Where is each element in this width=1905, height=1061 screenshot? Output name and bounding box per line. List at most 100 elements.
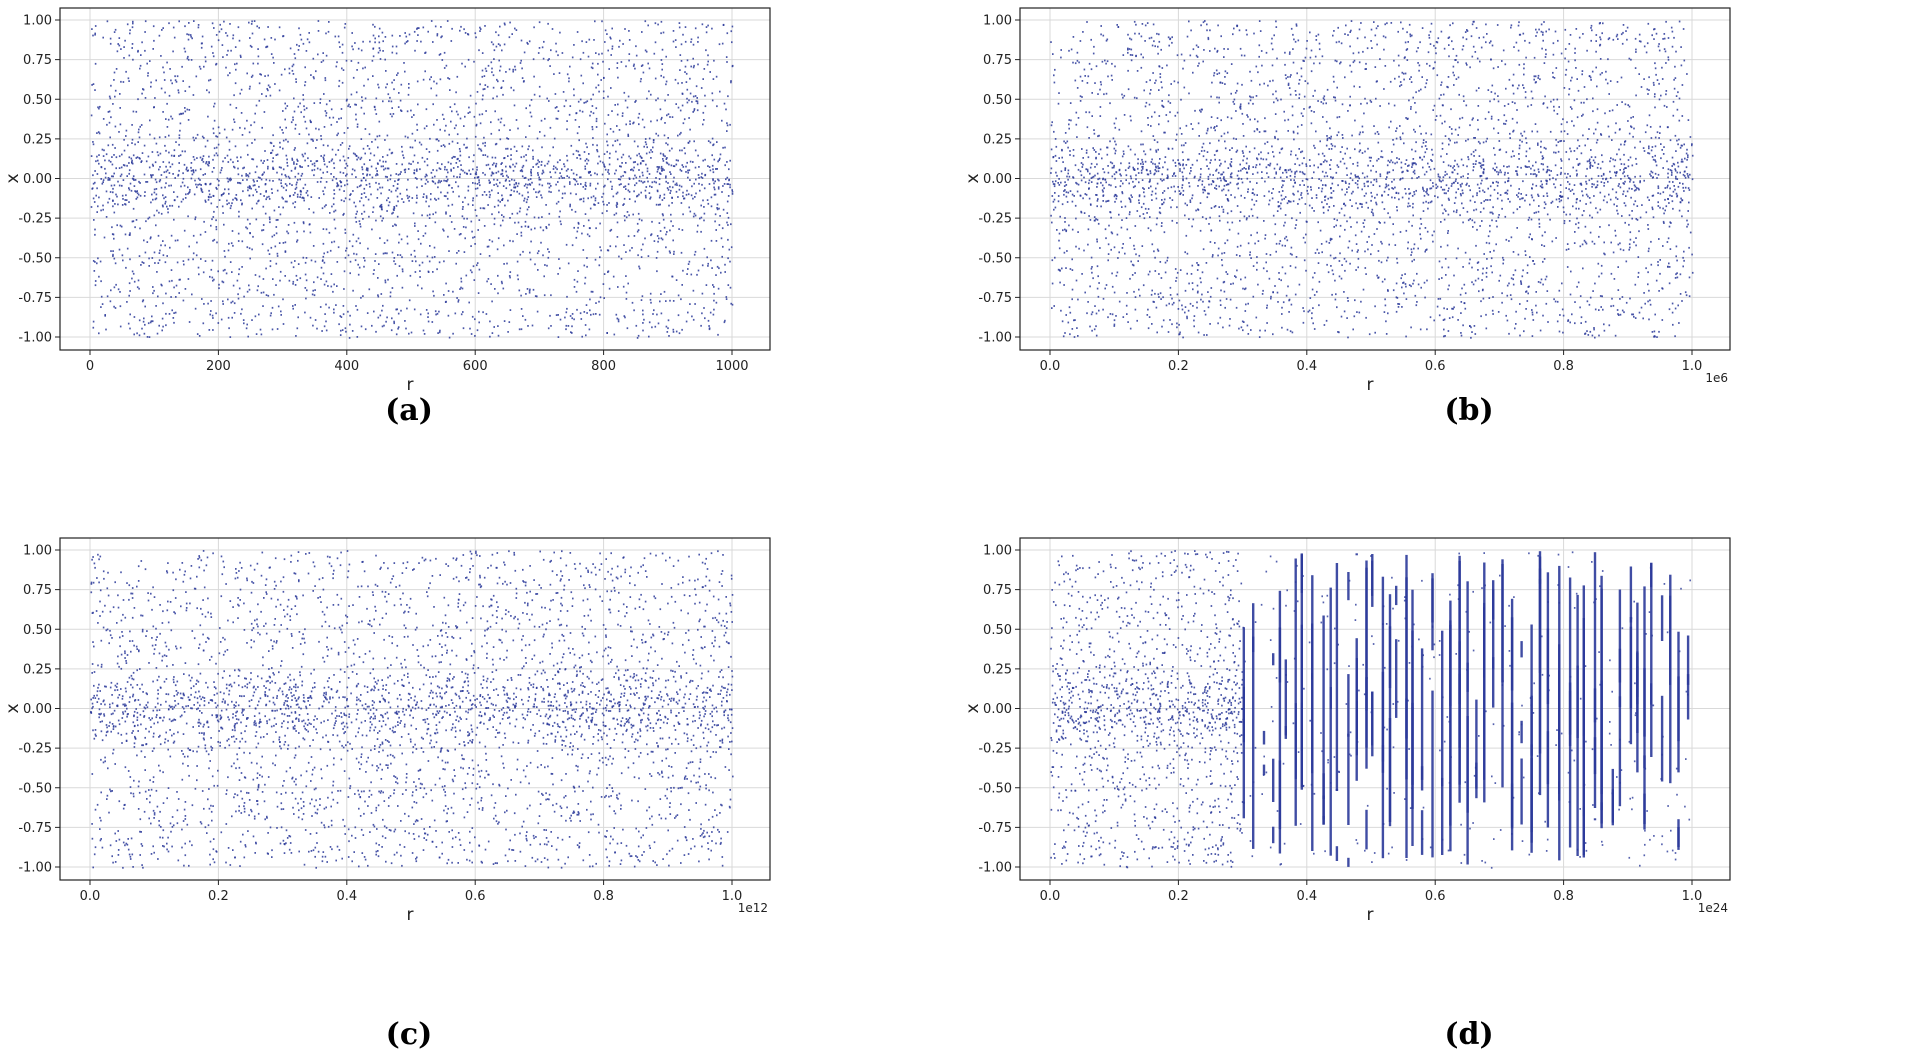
scatter-point bbox=[1678, 209, 1681, 212]
scatter-point bbox=[367, 167, 369, 170]
scatter-point bbox=[433, 256, 436, 258]
scatter-point bbox=[474, 318, 476, 321]
scatter-point bbox=[1631, 313, 1633, 316]
scatter-point bbox=[148, 216, 151, 219]
scatter-point bbox=[333, 193, 336, 195]
scatter-point bbox=[276, 171, 278, 174]
scatter-point bbox=[1668, 308, 1671, 311]
scatter-point bbox=[181, 150, 184, 153]
scatter-point bbox=[518, 210, 521, 213]
scatter-point bbox=[513, 145, 516, 148]
scatter-point bbox=[1520, 132, 1522, 135]
scatter-point bbox=[1271, 37, 1273, 40]
scatter-point bbox=[382, 156, 384, 158]
scatter-point bbox=[533, 216, 536, 219]
scatter-point bbox=[1434, 195, 1436, 197]
scatter-point bbox=[611, 27, 613, 30]
scatter-point bbox=[491, 163, 494, 166]
scatter-point bbox=[528, 291, 531, 294]
scatter-point bbox=[723, 183, 726, 185]
scatter-point bbox=[298, 45, 300, 47]
scatter-point bbox=[109, 97, 112, 100]
scatter-point bbox=[333, 176, 335, 178]
scatter-point bbox=[229, 177, 232, 180]
scatter-point bbox=[1124, 205, 1127, 208]
scatter-point bbox=[395, 173, 398, 175]
scatter-point bbox=[447, 235, 449, 238]
scatter-point bbox=[228, 178, 230, 181]
scatter-point bbox=[160, 87, 163, 90]
scatter-point bbox=[523, 177, 526, 179]
scatter-point bbox=[1477, 269, 1479, 271]
scatter-point bbox=[273, 234, 276, 237]
scatter-point bbox=[250, 46, 253, 48]
scatter-point bbox=[299, 189, 302, 192]
scatter-point bbox=[566, 159, 569, 162]
scatter-point bbox=[1167, 176, 1169, 178]
scatter-point bbox=[260, 178, 263, 181]
scatter-point bbox=[644, 49, 647, 52]
scatter-point bbox=[208, 189, 210, 192]
scatter-point bbox=[300, 193, 302, 196]
scatter-point bbox=[429, 245, 431, 247]
scatter-point bbox=[220, 28, 223, 31]
scatter-point bbox=[1135, 174, 1137, 177]
scatter-point bbox=[295, 78, 297, 81]
scatter-point bbox=[1090, 256, 1093, 259]
scatter-point bbox=[362, 177, 365, 179]
scatter-point bbox=[1599, 191, 1602, 194]
scatter-point bbox=[232, 37, 234, 40]
scatter-point bbox=[322, 228, 325, 230]
scatter-point bbox=[302, 256, 305, 259]
scatter-point bbox=[243, 295, 245, 298]
scatter-point bbox=[1260, 151, 1262, 154]
scatter-point bbox=[669, 185, 671, 188]
scatter-point bbox=[331, 241, 333, 244]
scatter-point bbox=[143, 317, 145, 320]
scatter-point bbox=[291, 65, 294, 68]
scatter-point bbox=[163, 197, 165, 200]
scatter-point bbox=[306, 190, 309, 192]
scatter-point bbox=[1202, 155, 1205, 158]
scatter-point bbox=[435, 138, 438, 141]
scatter-point bbox=[419, 168, 421, 171]
scatter-point bbox=[327, 285, 329, 287]
scatter-point bbox=[237, 240, 240, 242]
scatter-point bbox=[252, 184, 255, 187]
scatter-point bbox=[1171, 199, 1174, 201]
scatter-point bbox=[342, 155, 345, 158]
scatter-point bbox=[258, 199, 260, 202]
scatter-point bbox=[622, 153, 625, 156]
scatter-point bbox=[249, 186, 251, 188]
scatter-point bbox=[323, 93, 325, 95]
scatter-point bbox=[712, 168, 714, 171]
scatter-point bbox=[272, 180, 274, 182]
scatter-point bbox=[612, 144, 614, 147]
scatter-point bbox=[660, 32, 662, 35]
scatter-point bbox=[1077, 117, 1080, 119]
scatter-point bbox=[725, 298, 728, 300]
scatter-point bbox=[261, 126, 263, 129]
scatter-point bbox=[1412, 282, 1414, 285]
scatter-point bbox=[231, 128, 234, 131]
scatter-point bbox=[393, 260, 395, 263]
scatter-point bbox=[726, 32, 729, 35]
scatter-point bbox=[1329, 127, 1331, 130]
scatter-point bbox=[261, 174, 264, 176]
scatter-point bbox=[505, 165, 507, 168]
scatter-point bbox=[208, 162, 210, 164]
scatter-point bbox=[707, 265, 709, 267]
scatter-point bbox=[1590, 79, 1592, 81]
scatter-point bbox=[662, 31, 665, 34]
scatter-point bbox=[276, 252, 279, 255]
scatter-point bbox=[459, 173, 461, 176]
scatter-point bbox=[478, 219, 481, 221]
scatter-point bbox=[499, 181, 501, 184]
scatter-point bbox=[616, 236, 619, 238]
scatter-point bbox=[334, 209, 337, 212]
scatter-point bbox=[156, 151, 159, 154]
scatter-point bbox=[557, 314, 559, 316]
scatter-point bbox=[1578, 145, 1581, 147]
scatter-point bbox=[269, 86, 271, 89]
scatter-point bbox=[623, 186, 625, 188]
